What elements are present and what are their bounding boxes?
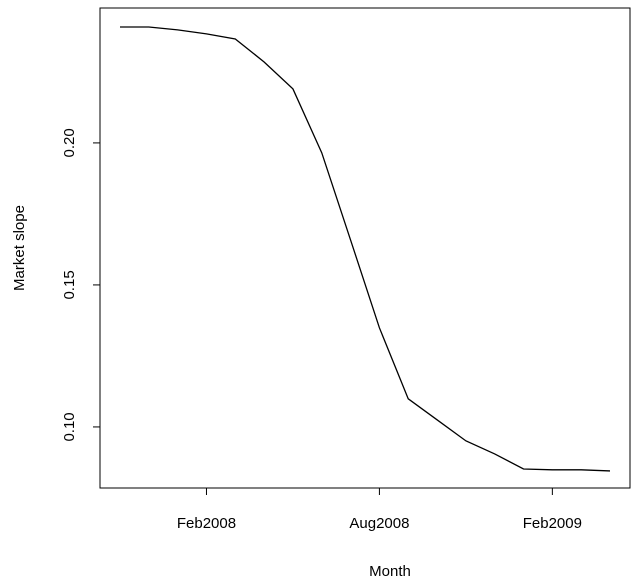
x-tick-label: Feb2009 [523, 515, 582, 532]
y-tick-label: 0.20 [61, 128, 78, 157]
x-axis-label: Month [369, 563, 411, 580]
plot-box [99, 7, 631, 489]
y-axis-label: Market slope [11, 205, 28, 291]
x-tick-label: Feb2008 [177, 515, 236, 532]
y-tick-label: 0.15 [61, 270, 78, 299]
y-tick-label: 0.10 [61, 412, 78, 441]
x-tick-label: Aug2008 [349, 515, 409, 532]
line [120, 26, 611, 472]
